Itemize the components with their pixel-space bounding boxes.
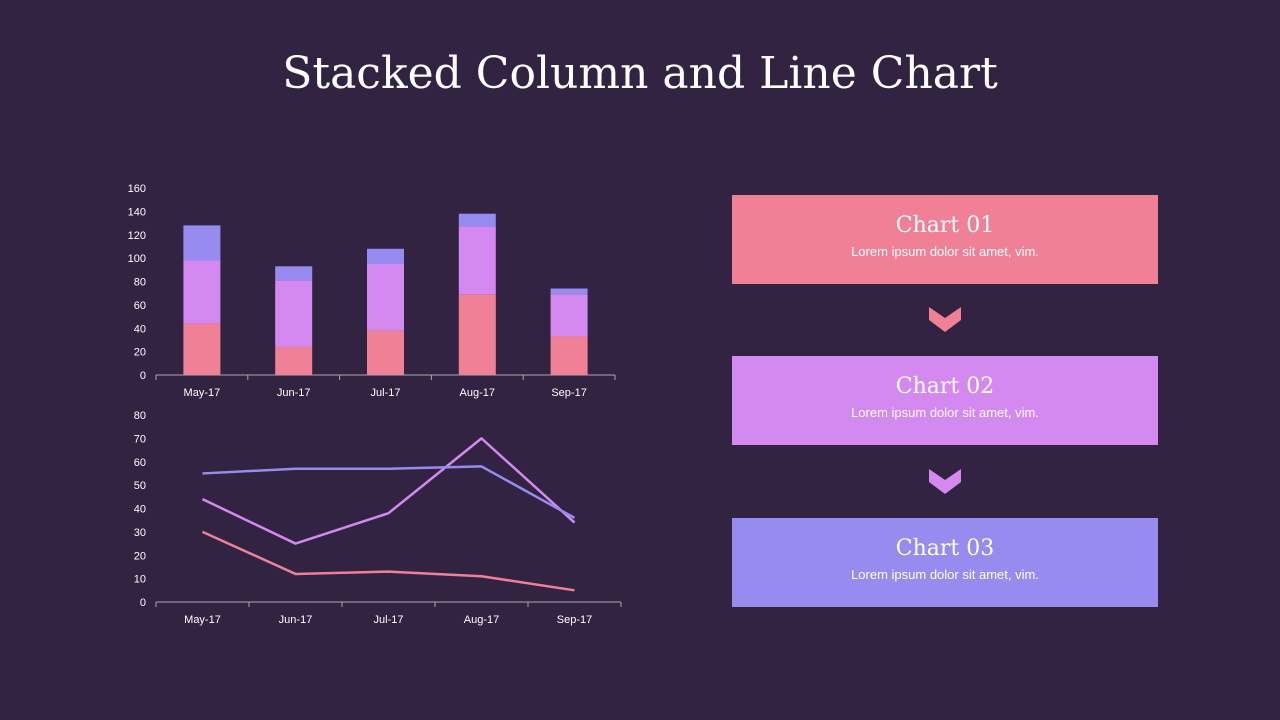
card-chart-01: Chart 01 Lorem ipsum dolor sit amet, vim…	[732, 195, 1158, 284]
line-series	[201, 530, 575, 592]
x-tick-label: May-17	[184, 387, 221, 399]
bar-segment	[183, 225, 221, 261]
y-tick-label: 60	[134, 457, 146, 469]
chevron-down-icon	[929, 469, 961, 494]
bar-segment	[458, 294, 496, 375]
bar-segment	[275, 266, 313, 281]
y-tick-label: 40	[134, 323, 146, 335]
line-series	[201, 437, 576, 545]
card-title: Chart 03	[895, 536, 995, 561]
card-text: Lorem ipsum dolor sit amet, vim.	[851, 567, 1039, 582]
y-tick-label: 10	[134, 574, 146, 586]
card-text: Lorem ipsum dolor sit amet, vim.	[851, 405, 1039, 420]
y-tick-label: 20	[134, 347, 146, 359]
y-tick-label: 20	[134, 550, 146, 562]
y-tick-label: 140	[128, 206, 146, 218]
bar-segment	[458, 213, 496, 227]
x-tick-label: Jul-17	[371, 387, 401, 399]
chevron-down-icon	[929, 307, 961, 332]
bar-segment	[550, 336, 588, 375]
card-chart-03: Chart 03 Lorem ipsum dolor sit amet, vim…	[732, 518, 1158, 607]
line-series	[202, 465, 576, 519]
y-tick-label: 60	[134, 300, 146, 312]
y-tick-label: 70	[134, 433, 146, 445]
y-tick-label: 120	[128, 230, 146, 242]
page-title: Stacked Column and Line Chart	[282, 48, 998, 99]
x-tick-label: Jun-17	[279, 614, 313, 626]
y-tick-label: 0	[140, 597, 146, 609]
y-tick-label: 40	[134, 504, 146, 516]
y-tick-label: 100	[128, 253, 146, 265]
y-tick-label: 50	[134, 480, 146, 492]
x-tick-label: Jun-17	[277, 387, 311, 399]
card-title: Chart 01	[895, 213, 995, 238]
bar-segment	[367, 248, 404, 264]
y-tick-label: 80	[134, 277, 146, 289]
x-tick-label: Sep-17	[557, 614, 592, 626]
bar-segment	[458, 226, 496, 295]
bar-segment	[183, 323, 221, 375]
card-title: Chart 02	[895, 374, 995, 399]
y-tick-label: 30	[134, 527, 146, 539]
x-tick-label: May-17	[184, 614, 221, 626]
bar-segment	[183, 260, 221, 324]
x-tick-label: Aug-17	[460, 387, 495, 399]
card-text: Lorem ipsum dolor sit amet, vim.	[851, 244, 1039, 259]
bar-segment	[275, 346, 313, 375]
bar-segment	[275, 280, 313, 347]
line-chart: 0 10 20 30 40 50 60 70 80 May-17 Jun-17 Jul-17 Aug-1…	[134, 410, 622, 626]
bar-segment	[367, 330, 404, 375]
stacked-column-chart: 0 20 40 60 80 100 120 140 160 May-17 Jun-17 Jul-17 A…	[128, 183, 616, 399]
x-tick-label: Jul-17	[374, 614, 404, 626]
x-tick-label: Sep-17	[551, 387, 586, 399]
bar-segment	[550, 294, 588, 337]
y-tick-label: 0	[140, 370, 146, 382]
bar-segment	[550, 288, 588, 295]
x-tick-label: Aug-17	[464, 614, 499, 626]
y-tick-label: 160	[128, 183, 146, 195]
bar-segment	[367, 263, 404, 331]
y-tick-label: 80	[134, 410, 146, 422]
card-chart-02: Chart 02 Lorem ipsum dolor sit amet, vim…	[732, 356, 1158, 445]
